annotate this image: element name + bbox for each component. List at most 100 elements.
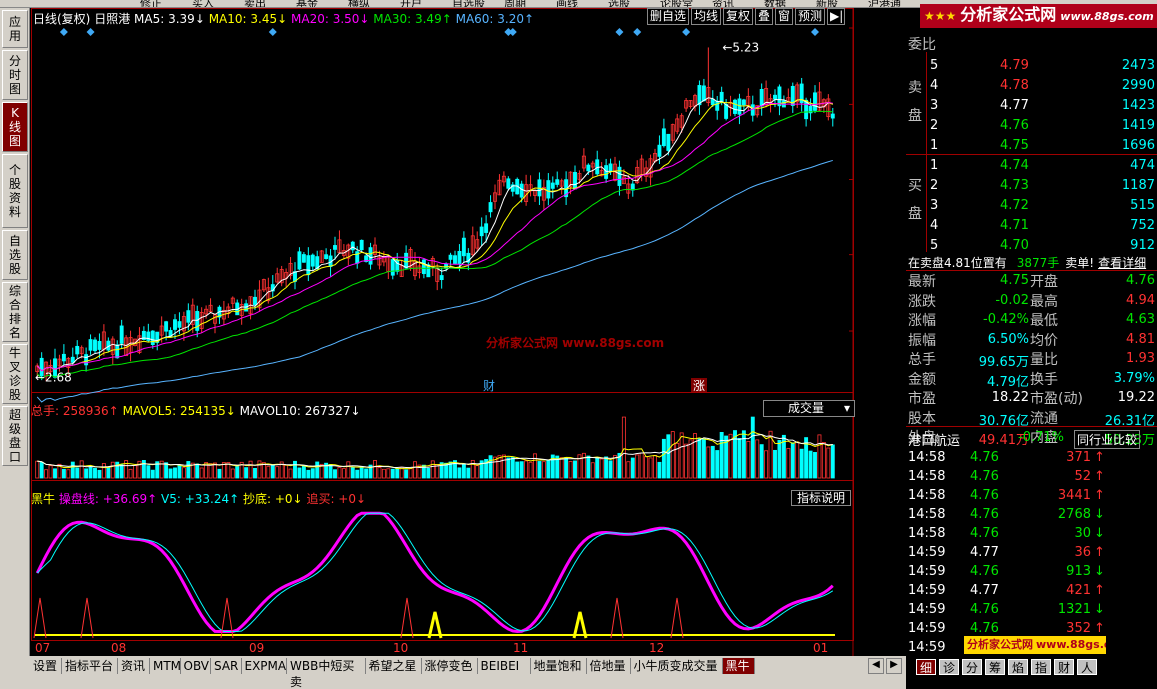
top-menu-item[interactable]: 基金 — [296, 0, 318, 8]
top-menu-item[interactable]: 买入 — [192, 0, 214, 8]
volume-bar — [577, 454, 582, 479]
volume-bar — [488, 455, 493, 479]
bottom-tab-13[interactable]: 小牛质变成交量 — [631, 658, 723, 674]
kline-chart-svg[interactable]: 5.384.794.213.633.04←5.23←2.68财涨25086127… — [31, 8, 901, 656]
chart-area[interactable]: 5.384.794.213.633.04←5.23←2.68财涨25086127… — [31, 8, 901, 656]
right-tab-5[interactable]: 指 — [1031, 659, 1051, 675]
bottom-tab-7[interactable]: WBB中短买卖 — [287, 658, 366, 689]
top-menu-item[interactable]: 画线 — [556, 0, 578, 8]
top-menu-item[interactable]: 选股 — [608, 0, 630, 8]
play-icon[interactable]: ▶| — [827, 8, 845, 25]
candle-body — [599, 170, 604, 177]
toolbar-button-5[interactable]: 预测 — [795, 8, 826, 25]
indicator-dropdown[interactable]: 成交量 ▾ — [763, 400, 855, 417]
bottom-tab-10[interactable]: BEIBEI — [478, 658, 531, 674]
bottom-tab-6[interactable]: EXPMA — [242, 658, 287, 674]
right-tab-1[interactable]: 诊 — [939, 659, 959, 675]
volume-bar — [195, 463, 200, 479]
scroll-left-icon[interactable]: ◀ — [868, 658, 884, 674]
bottom-tab-14[interactable]: 黑牛 — [722, 658, 755, 674]
right-tab-3[interactable]: 筹 — [985, 659, 1005, 675]
candle-body — [84, 354, 89, 366]
top-menu-item[interactable]: 资讯 — [712, 0, 734, 8]
right-tab-2[interactable]: 分 — [962, 659, 982, 675]
right-tab-7[interactable]: 人 — [1077, 659, 1097, 675]
volume-bar — [119, 464, 124, 479]
toolbar-button-0[interactable]: 删自选 — [647, 8, 690, 25]
candle-body — [804, 99, 809, 120]
sidebar-item-4[interactable]: 自选股 — [2, 230, 28, 280]
candle-body — [359, 239, 364, 251]
top-menu-item[interactable]: 修正 — [140, 0, 162, 8]
bottom-tab-5[interactable]: SAR — [211, 658, 242, 674]
top-menu-item[interactable]: 卖出 — [244, 0, 266, 8]
volume-bar — [208, 463, 213, 479]
candle-body — [88, 339, 93, 351]
bottom-tab-12[interactable]: 倍地量 — [587, 658, 631, 674]
volume-bar — [724, 435, 729, 479]
logo-url: www.88gs.com — [1060, 10, 1154, 23]
volume-bar — [186, 461, 191, 479]
top-menu-item[interactable]: 新股 — [816, 0, 838, 8]
bottom-tab-1[interactable]: 指标平台 — [62, 658, 118, 674]
sidebar-item-2[interactable]: K线图 — [2, 102, 28, 152]
top-menu-item[interactable]: 横纵 — [348, 0, 370, 8]
event-diamond-icon — [633, 28, 642, 36]
quote-label: 换手 — [1030, 371, 1058, 388]
notice-link[interactable]: 查看详细 — [1098, 256, 1147, 270]
volume-header: 总手: 258936↑ MAVOL5: 254135↓ MAVOL10: 267… — [31, 402, 361, 419]
volume-bar — [430, 460, 435, 479]
top-menu-item[interactable]: 自选股 — [452, 0, 485, 8]
bottom-tab-9[interactable]: 涨停变色 — [422, 658, 478, 674]
sector-compare-button[interactable]: 同行业比较 — [1074, 430, 1141, 449]
volume-bar — [546, 460, 551, 479]
bottom-tab-4[interactable]: OBV — [181, 658, 211, 674]
toolbar-button-4[interactable]: 窗 — [775, 8, 794, 25]
right-tab-4[interactable]: 焰 — [1008, 659, 1028, 675]
candle-body — [461, 237, 466, 257]
candle-body — [697, 85, 702, 106]
volume-bar — [226, 462, 231, 479]
top-menu-item[interactable]: 论股堂 — [660, 0, 693, 8]
candle-body — [297, 251, 302, 270]
main-header: 日线(复权) 日照港 MA5: 3.39↓ MA10: 3.45↓ MA20: … — [33, 10, 534, 27]
tick-time: 14:59 — [908, 621, 946, 636]
right-tab-6[interactable]: 财 — [1054, 659, 1074, 675]
toolbar-button-2[interactable]: 复权 — [723, 8, 754, 25]
sidebar-item-7[interactable]: 超级盘口 — [2, 406, 28, 466]
volume-bar — [635, 454, 640, 479]
quote-label: 振幅 — [908, 332, 936, 349]
top-menu-item[interactable]: 数据 — [764, 0, 786, 8]
volume-bar — [173, 467, 177, 479]
tick-volume: 3441 — [1057, 488, 1091, 503]
sidebar-item-0[interactable]: 应用 — [2, 10, 28, 48]
sidebar-item-1[interactable]: 分时图 — [2, 50, 28, 100]
volume-bar — [461, 463, 466, 479]
sidebar-item-6[interactable]: 牛叉诊股 — [2, 344, 28, 404]
date-axis-label: 07 — [35, 641, 50, 655]
top-menu-item[interactable]: 周期 — [504, 0, 526, 8]
right-tab-0[interactable]: 细 — [916, 659, 936, 675]
top-menu-item[interactable]: 开户 — [400, 0, 422, 8]
sidebar-item-3[interactable]: 个股资料 — [2, 154, 28, 228]
top-menu-item[interactable]: 沪港通 — [868, 0, 901, 8]
scroll-right-icon[interactable]: ▶ — [886, 658, 902, 674]
volume-bar — [661, 438, 666, 479]
bottom-tab-3[interactable]: MTM — [150, 658, 181, 674]
volume-bar — [53, 468, 57, 479]
bottom-tab-11[interactable]: 地量饱和 — [531, 658, 587, 674]
volume-bar — [528, 461, 533, 479]
toolbar-button-3[interactable]: 叠 — [755, 8, 774, 25]
volume-bar — [190, 462, 195, 479]
bottom-tab-8[interactable]: 希望之星 — [366, 658, 422, 674]
toolbar-button-1[interactable]: 均线 — [691, 8, 722, 25]
volume-bar — [470, 459, 475, 479]
bottom-tab-0[interactable]: 设置 — [30, 658, 62, 674]
volume-bar — [235, 466, 240, 479]
indicator-explain-button[interactable]: 指标说明 — [791, 490, 851, 506]
bottom-tab-2[interactable]: 资讯 — [118, 658, 150, 674]
sidebar-item-5[interactable]: 综合排名 — [2, 282, 28, 342]
volume: 1187 — [1121, 178, 1155, 193]
tick-time: 14:58 — [908, 507, 946, 522]
